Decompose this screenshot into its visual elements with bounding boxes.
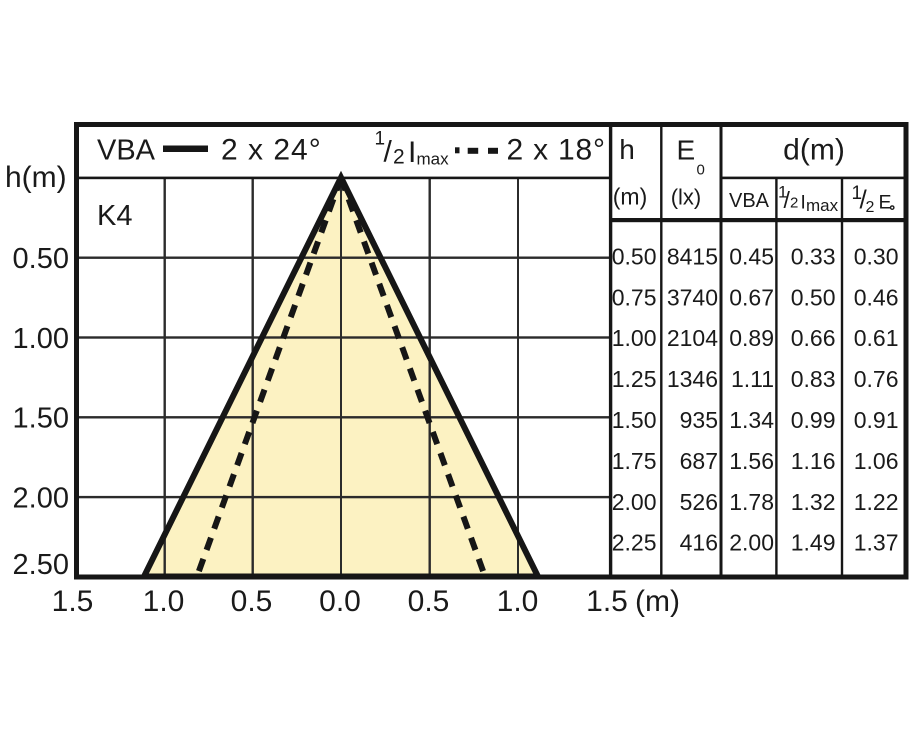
svg-text:687: 687: [680, 448, 718, 474]
svg-text:h(m): h(m): [5, 161, 67, 194]
svg-text:1.0: 1.0: [497, 585, 539, 618]
svg-text:1.32: 1.32: [791, 489, 836, 515]
svg-text:VBA: VBA: [729, 190, 770, 212]
svg-text:2 x 24°: 2 x 24°: [221, 134, 322, 167]
svg-text:1: 1: [375, 129, 386, 150]
svg-text:0.75: 0.75: [612, 284, 657, 310]
svg-text:1.22: 1.22: [854, 489, 899, 515]
svg-text:0.5: 0.5: [408, 585, 450, 618]
svg-text:1.00: 1.00: [13, 323, 69, 355]
svg-text:1.5: 1.5: [52, 585, 94, 618]
svg-text:0.33: 0.33: [791, 243, 836, 269]
svg-text:1346: 1346: [667, 366, 718, 392]
svg-text:E: E: [879, 191, 892, 213]
svg-text:0.30: 0.30: [854, 243, 899, 269]
svg-text:1.34: 1.34: [729, 407, 774, 433]
svg-text:1.50: 1.50: [612, 407, 657, 433]
svg-text:0.50: 0.50: [612, 243, 657, 269]
svg-text:1.56: 1.56: [729, 448, 774, 474]
svg-text:1.49: 1.49: [791, 530, 836, 556]
svg-text:0: 0: [697, 162, 705, 179]
svg-text:0.45: 0.45: [729, 243, 774, 269]
svg-text:0.50: 0.50: [791, 284, 836, 310]
svg-text:/: /: [860, 185, 868, 215]
svg-text:0.61: 0.61: [854, 325, 899, 351]
svg-text:(m): (m): [613, 184, 647, 210]
svg-text:1.75: 1.75: [612, 448, 657, 474]
svg-text:1.00: 1.00: [612, 325, 657, 351]
svg-text:2104: 2104: [667, 325, 718, 351]
svg-text:2 x 18°: 2 x 18°: [507, 134, 606, 167]
svg-text:0.76: 0.76: [854, 366, 899, 392]
svg-text:1.50: 1.50: [13, 403, 69, 435]
svg-text:2.00: 2.00: [729, 530, 774, 556]
svg-text:1.78: 1.78: [729, 489, 774, 515]
svg-text:(lx): (lx): [671, 185, 702, 210]
svg-text:2.00: 2.00: [612, 489, 657, 515]
svg-text:1.5: 1.5: [586, 585, 628, 618]
svg-text:K4: K4: [97, 200, 132, 232]
svg-text:1.37: 1.37: [854, 530, 899, 556]
svg-text:1.25: 1.25: [612, 366, 657, 392]
svg-text:2: 2: [866, 199, 875, 216]
svg-text:(m): (m): [635, 585, 680, 618]
svg-text:3740: 3740: [667, 284, 718, 310]
svg-text:max: max: [806, 196, 839, 215]
svg-text:2: 2: [393, 146, 405, 169]
svg-text:1.06: 1.06: [854, 448, 899, 474]
svg-text:2.50: 2.50: [13, 549, 69, 581]
svg-text:E: E: [677, 134, 696, 165]
svg-text:8415: 8415: [667, 243, 718, 269]
svg-text:1.0: 1.0: [143, 585, 185, 618]
svg-text:/: /: [784, 187, 791, 213]
svg-text:h: h: [619, 134, 635, 165]
svg-text:2.25: 2.25: [612, 530, 657, 556]
svg-text:526: 526: [680, 489, 718, 515]
svg-text:1.11: 1.11: [731, 366, 774, 392]
svg-text:0.0: 0.0: [319, 585, 361, 618]
svg-text:1: 1: [778, 183, 787, 202]
svg-text:0.67: 0.67: [729, 284, 774, 310]
svg-text:0.99: 0.99: [791, 407, 836, 433]
svg-text:0.91: 0.91: [854, 407, 899, 433]
svg-text:0.66: 0.66: [791, 325, 836, 351]
svg-text:2: 2: [790, 195, 798, 212]
svg-text:2.00: 2.00: [13, 483, 69, 515]
svg-text:VBA: VBA: [97, 135, 156, 167]
svg-text:0.83: 0.83: [791, 366, 836, 392]
svg-text:0.89: 0.89: [729, 325, 774, 351]
svg-text:d(m): d(m): [783, 134, 845, 167]
svg-text:I: I: [408, 136, 416, 169]
svg-text:416: 416: [680, 530, 718, 556]
svg-text:935: 935: [680, 407, 718, 433]
svg-text:max: max: [417, 150, 450, 169]
svg-text:I: I: [801, 193, 806, 214]
svg-text:0.5: 0.5: [231, 585, 273, 618]
svg-text:1: 1: [852, 183, 863, 204]
svg-text:1.16: 1.16: [791, 448, 836, 474]
svg-text:0.50: 0.50: [13, 243, 69, 275]
svg-text:0.46: 0.46: [854, 284, 899, 310]
svg-text:/: /: [384, 136, 393, 169]
